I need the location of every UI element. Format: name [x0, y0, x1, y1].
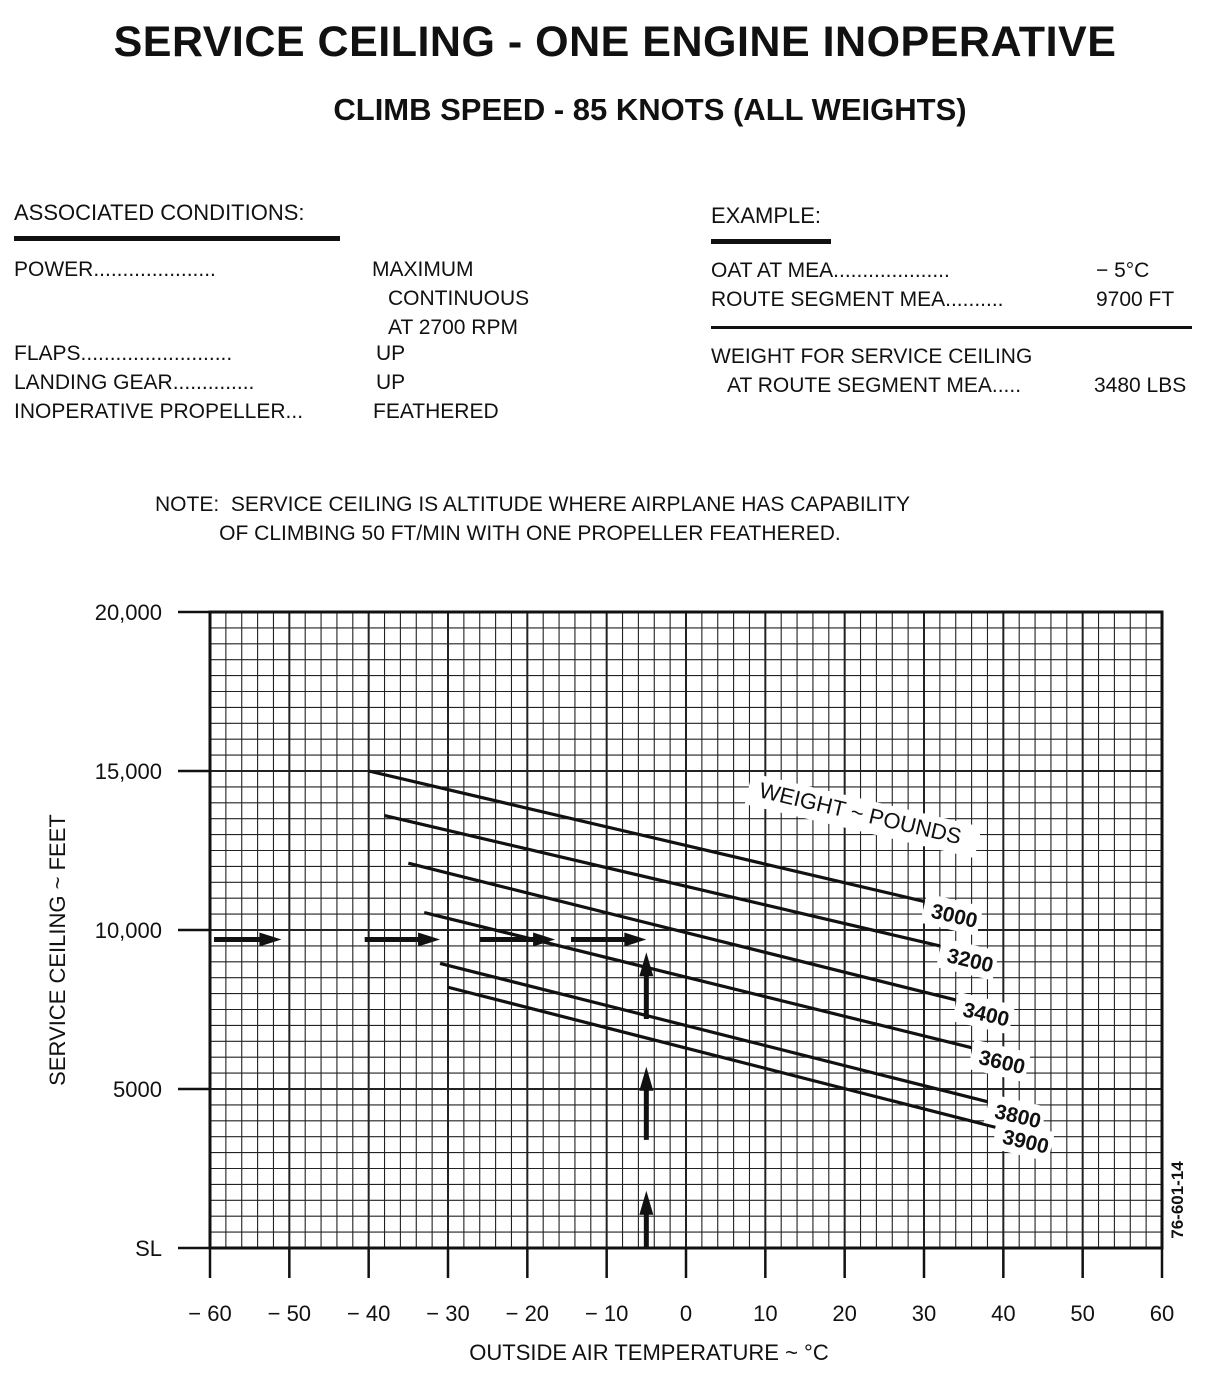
example-arrow-head: [533, 932, 556, 947]
legend-title-background: [744, 773, 982, 859]
y-tick-label: 15,000: [95, 759, 162, 784]
example-divider: [711, 326, 1192, 329]
x-tick-label: − 10: [585, 1301, 628, 1326]
example-weight-value: 3480 LBS: [1094, 374, 1187, 397]
x-tick-label: 30: [912, 1301, 936, 1326]
chart-labels: OUTSIDE AIR TEMPERATURE ~ °C SERVICE CEIL…: [45, 773, 1187, 1365]
example-row: OAT AT MEA....................: [711, 259, 950, 283]
note-line: NOTE: SERVICE CEILING IS ALTITUDE WHERE …: [155, 493, 911, 516]
series-label-background: [920, 893, 984, 936]
x-tick-label: − 50: [268, 1301, 311, 1326]
condition-label: LANDING GEAR: [14, 371, 173, 394]
example-arrow-head: [418, 932, 441, 947]
condition-value: AT 2700 RPM: [388, 316, 518, 339]
condition-dots: ...: [285, 400, 304, 423]
x-tick-label: − 60: [188, 1301, 231, 1326]
series-line: [439, 961, 988, 1104]
x-tick-label: 60: [1150, 1301, 1174, 1326]
chart-series: [368, 769, 996, 1129]
condition-dots: .....................: [93, 258, 216, 281]
series-line: [407, 861, 957, 1002]
condition-label: FLAPS: [14, 342, 81, 365]
y-tick-label: SL: [135, 1236, 162, 1261]
x-tick-label: − 30: [426, 1301, 469, 1326]
series-label-background: [967, 1039, 1032, 1083]
example-arrow-head: [259, 932, 282, 947]
chart-axes: − 60 − 50 − 40 − 30 − 20 − 10 0 10 20 30 40 50 60 SL 5…: [95, 600, 1175, 1326]
x-tick-label: − 40: [347, 1301, 390, 1326]
series-line: [384, 813, 941, 948]
page-title: SERVICE CEILING - ONE ENGINE INOPERATIVE: [113, 18, 1117, 66]
y-tick-label: 20,000: [95, 600, 162, 625]
x-tick-label: 10: [753, 1301, 777, 1326]
series-line: [368, 769, 925, 903]
chart-note: NOTE: SERVICE CEILING IS ALTITUDE WHERE …: [155, 490, 910, 548]
conditions-heading: ASSOCIATED CONDITIONS:: [14, 200, 305, 225]
example-dots: ....................: [833, 259, 950, 282]
series-label-background: [991, 1119, 1055, 1162]
x-tick-label: 50: [1070, 1301, 1094, 1326]
y-axis-label: SERVICE CEILING ~ FEET: [45, 814, 70, 1086]
series-label-background: [951, 991, 1016, 1035]
y-tick-label: 5000: [113, 1077, 162, 1102]
example-path: [214, 932, 654, 1248]
example-label: OAT AT MEA: [711, 259, 834, 282]
condition-row: POWER.....................: [14, 258, 216, 282]
condition-value: UP: [376, 371, 406, 394]
condition-label: POWER: [14, 258, 94, 281]
condition-value: CONTINUOUS: [388, 287, 530, 310]
page-subtitle: CLIMB SPEED - 85 KNOTS (ALL WEIGHTS): [333, 92, 967, 127]
example-heading: EXAMPLE:: [711, 203, 822, 228]
condition-value: FEATHERED: [373, 400, 499, 423]
example-arrow-head: [639, 952, 654, 977]
conditions-heading-rule: [14, 236, 340, 241]
example-label: AT ROUTE SEGMENT MEA: [727, 374, 992, 397]
example-value: − 5°C: [1096, 259, 1150, 282]
x-tick-label: 0: [680, 1301, 692, 1326]
series-line: [447, 985, 996, 1129]
condition-row: LANDING GEAR..............: [14, 371, 254, 395]
x-tick-label: − 20: [506, 1301, 549, 1326]
condition-row: FLAPS..........................: [14, 342, 232, 366]
example-dots: .....: [991, 374, 1022, 397]
y-tick-label: 10,000: [95, 918, 162, 943]
condition-value: MAXIMUM: [372, 258, 474, 281]
condition-dots: ..............: [172, 371, 255, 394]
condition-value: UP: [376, 342, 406, 365]
example-arrow-head: [639, 1066, 654, 1091]
example-dots: ..........: [945, 288, 1004, 311]
note-line: OF CLIMBING 50 FT/MIN WITH ONE PROPELLER…: [155, 522, 841, 545]
x-tick-label: 20: [832, 1301, 856, 1326]
example-weight-line1: WEIGHT FOR SERVICE CEILING: [711, 345, 1033, 368]
x-axis-label: OUTSIDE AIR TEMPERATURE ~ °C: [469, 1340, 829, 1365]
example-heading-rule: [711, 239, 831, 244]
example-row: ROUTE SEGMENT MEA..........: [711, 288, 1004, 312]
series-line: [423, 910, 972, 1050]
example-value: 9700 FT: [1096, 288, 1175, 311]
example-arrow-head: [624, 932, 647, 947]
condition-dots: ..........................: [80, 342, 233, 365]
example-row: AT ROUTE SEGMENT MEA.....: [727, 374, 1021, 398]
example-label: ROUTE SEGMENT MEA: [711, 288, 946, 311]
chart-id: 76-601-14: [1168, 1161, 1187, 1239]
condition-label: INOPERATIVE PROPELLER: [14, 400, 286, 423]
x-tick-label: 40: [991, 1301, 1015, 1326]
example-arrow-head: [639, 1190, 654, 1215]
series-label-background: [936, 937, 1000, 981]
condition-row: INOPERATIVE PROPELLER...: [14, 400, 303, 424]
